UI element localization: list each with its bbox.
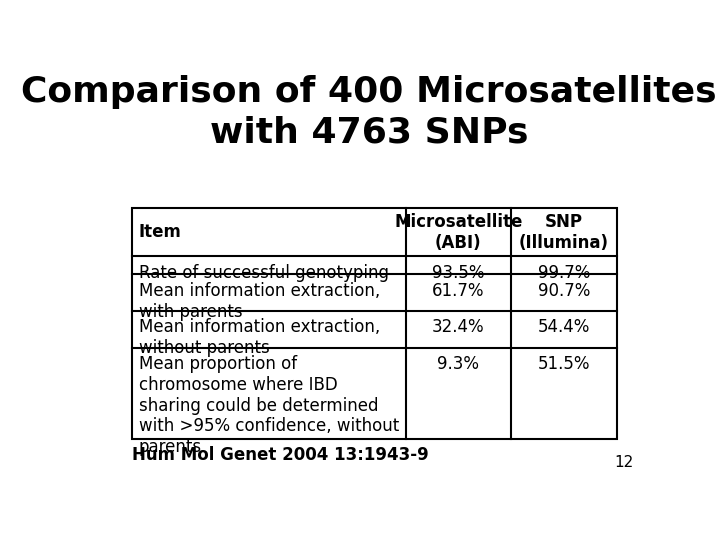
- Text: 54.4%: 54.4%: [538, 319, 590, 336]
- Text: 32.4%: 32.4%: [432, 319, 485, 336]
- Text: Hum Mol Genet 2004 13:1943-9: Hum Mol Genet 2004 13:1943-9: [132, 446, 428, 464]
- Text: Comparison of 400 Microsatellites
with 4763 SNPs: Comparison of 400 Microsatellites with 4…: [21, 75, 717, 150]
- Text: 99.7%: 99.7%: [538, 264, 590, 281]
- Text: Mean information extraction,
without parents: Mean information extraction, without par…: [138, 319, 379, 357]
- Text: 93.5%: 93.5%: [432, 264, 485, 281]
- Text: 51.5%: 51.5%: [538, 355, 590, 373]
- Text: Rate of successful genotyping: Rate of successful genotyping: [138, 264, 389, 281]
- Text: SNP
(Illumina): SNP (Illumina): [519, 213, 609, 252]
- Text: Mean proportion of
chromosome where IBD
sharing could be determined
with >95% co: Mean proportion of chromosome where IBD …: [138, 355, 399, 456]
- Text: Mean information extraction,
with parents: Mean information extraction, with parent…: [138, 282, 379, 321]
- Text: 12: 12: [615, 455, 634, 470]
- Text: Item: Item: [138, 223, 181, 241]
- Text: 61.7%: 61.7%: [432, 282, 485, 300]
- Text: 90.7%: 90.7%: [538, 282, 590, 300]
- Bar: [132, 208, 617, 439]
- Text: 9.3%: 9.3%: [437, 355, 480, 373]
- Text: Microsatellite
(ABI): Microsatellite (ABI): [394, 213, 523, 252]
